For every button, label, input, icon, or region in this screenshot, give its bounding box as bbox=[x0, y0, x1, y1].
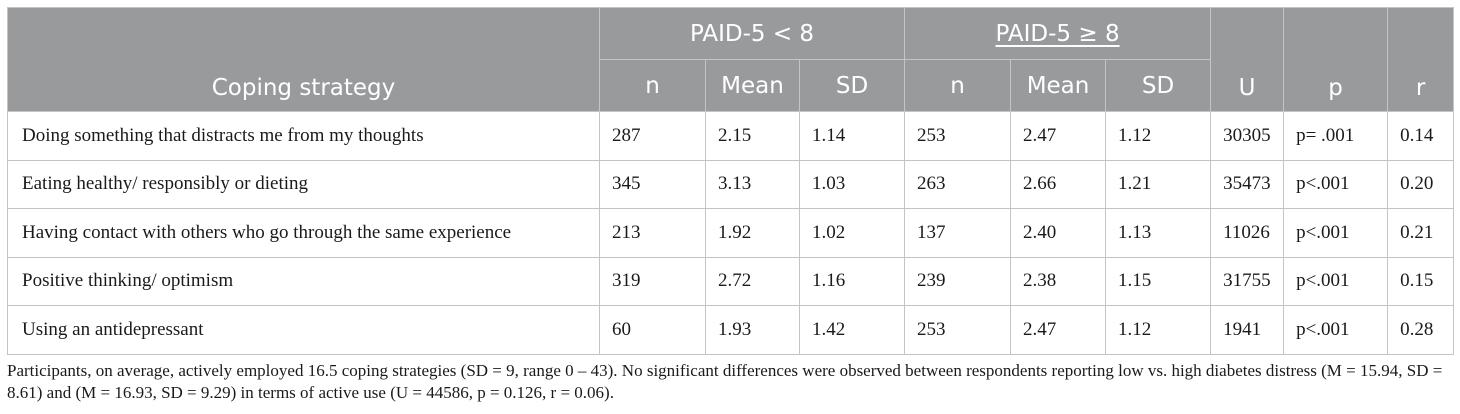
cell-high-mean: 2.40 bbox=[1010, 208, 1107, 258]
cell-low-sd: 1.42 bbox=[798, 305, 906, 355]
cell-high-sd: 1.21 bbox=[1105, 159, 1212, 209]
table-row: Positive thinking/ optimism 319 2.72 1.1… bbox=[7, 256, 1455, 306]
cell-high-n: 253 bbox=[904, 111, 1012, 161]
cell-low-mean: 2.72 bbox=[705, 256, 800, 306]
table-header: Coping strategy PAID-5 < 8 PAID-5 ≥ 8 U … bbox=[7, 7, 1455, 112]
cell-high-sd: 1.12 bbox=[1105, 305, 1212, 355]
cell-strategy: Using an antidepressant bbox=[7, 305, 600, 355]
cell-low-mean: 1.92 bbox=[705, 208, 800, 258]
cell-p: p<.001 bbox=[1283, 208, 1389, 258]
cell-strategy: Having contact with others who go throug… bbox=[7, 208, 600, 258]
cell-u: 31755 bbox=[1210, 256, 1285, 306]
header-coping-strategy: Coping strategy bbox=[7, 7, 600, 112]
table-footnote: Participants, on average, actively emplo… bbox=[7, 361, 1443, 402]
cell-p: p<.001 bbox=[1283, 256, 1389, 306]
table-row: Having contact with others who go throug… bbox=[7, 208, 1455, 258]
cell-p: p<.001 bbox=[1283, 159, 1389, 209]
header-low-mean: Mean bbox=[705, 59, 800, 112]
cell-low-n: 287 bbox=[599, 111, 706, 161]
header-high-mean: Mean bbox=[1010, 59, 1107, 112]
cell-low-mean: 3.13 bbox=[705, 159, 800, 209]
cell-low-sd: 1.14 bbox=[798, 111, 906, 161]
cell-low-sd: 1.03 bbox=[798, 159, 906, 209]
header-high-n: n bbox=[904, 59, 1012, 112]
cell-high-mean: 2.66 bbox=[1010, 159, 1107, 209]
cell-high-sd: 1.13 bbox=[1105, 208, 1212, 258]
cell-strategy: Eating healthy/ responsibly or dieting bbox=[7, 159, 600, 209]
cell-r: 0.15 bbox=[1387, 256, 1455, 306]
cell-low-mean: 2.15 bbox=[705, 111, 800, 161]
cell-p: p<.001 bbox=[1283, 305, 1389, 355]
cell-high-mean: 2.47 bbox=[1010, 111, 1107, 161]
cell-high-sd: 1.12 bbox=[1105, 111, 1212, 161]
header-u: U bbox=[1210, 7, 1285, 112]
cell-high-n: 253 bbox=[904, 305, 1012, 355]
header-r: r bbox=[1387, 7, 1455, 112]
cell-high-n: 263 bbox=[904, 159, 1012, 209]
header-low-n: n bbox=[599, 59, 706, 112]
table-row: Eating healthy/ responsibly or dieting 3… bbox=[7, 159, 1455, 209]
cell-low-sd: 1.16 bbox=[798, 256, 906, 306]
header-p: p bbox=[1283, 7, 1389, 112]
cell-r: 0.14 bbox=[1387, 111, 1455, 161]
header-high-sd: SD bbox=[1105, 59, 1212, 112]
cell-strategy: Doing something that distracts me from m… bbox=[7, 111, 600, 161]
cell-u: 11026 bbox=[1210, 208, 1285, 258]
header-low-sd: SD bbox=[798, 59, 906, 112]
cell-r: 0.21 bbox=[1387, 208, 1455, 258]
cell-low-n: 213 bbox=[599, 208, 706, 258]
cell-low-n: 319 bbox=[599, 256, 706, 306]
table-row: Doing something that distracts me from m… bbox=[7, 111, 1455, 161]
cell-low-sd: 1.02 bbox=[798, 208, 906, 258]
cell-p: p= .001 bbox=[1283, 111, 1389, 161]
cell-high-n: 239 bbox=[904, 256, 1012, 306]
cell-r: 0.20 bbox=[1387, 159, 1455, 209]
cell-strategy: Positive thinking/ optimism bbox=[7, 256, 600, 306]
table-body: Doing something that distracts me from m… bbox=[7, 111, 1455, 355]
cell-low-mean: 1.93 bbox=[705, 305, 800, 355]
coping-strategies-table: Coping strategy PAID-5 < 8 PAID-5 ≥ 8 U … bbox=[7, 7, 1455, 355]
cell-u: 1941 bbox=[1210, 305, 1285, 355]
table-row: Using an antidepressant 60 1.93 1.42 253… bbox=[7, 305, 1455, 355]
cell-low-n: 60 bbox=[599, 305, 706, 355]
header-group-high: PAID-5 ≥ 8 bbox=[904, 7, 1212, 60]
cell-high-mean: 2.47 bbox=[1010, 305, 1107, 355]
header-group-high-label: PAID-5 ≥ 8 bbox=[995, 20, 1120, 47]
header-group-low: PAID-5 < 8 bbox=[598, 7, 906, 60]
cell-high-sd: 1.15 bbox=[1105, 256, 1212, 306]
cell-u: 30305 bbox=[1210, 111, 1285, 161]
results-table-container: Coping strategy PAID-5 < 8 PAID-5 ≥ 8 U … bbox=[7, 7, 1455, 355]
cell-low-n: 345 bbox=[599, 159, 706, 209]
cell-u: 35473 bbox=[1210, 159, 1285, 209]
cell-high-n: 137 bbox=[904, 208, 1012, 258]
cell-r: 0.28 bbox=[1387, 305, 1455, 355]
cell-high-mean: 2.38 bbox=[1010, 256, 1107, 306]
